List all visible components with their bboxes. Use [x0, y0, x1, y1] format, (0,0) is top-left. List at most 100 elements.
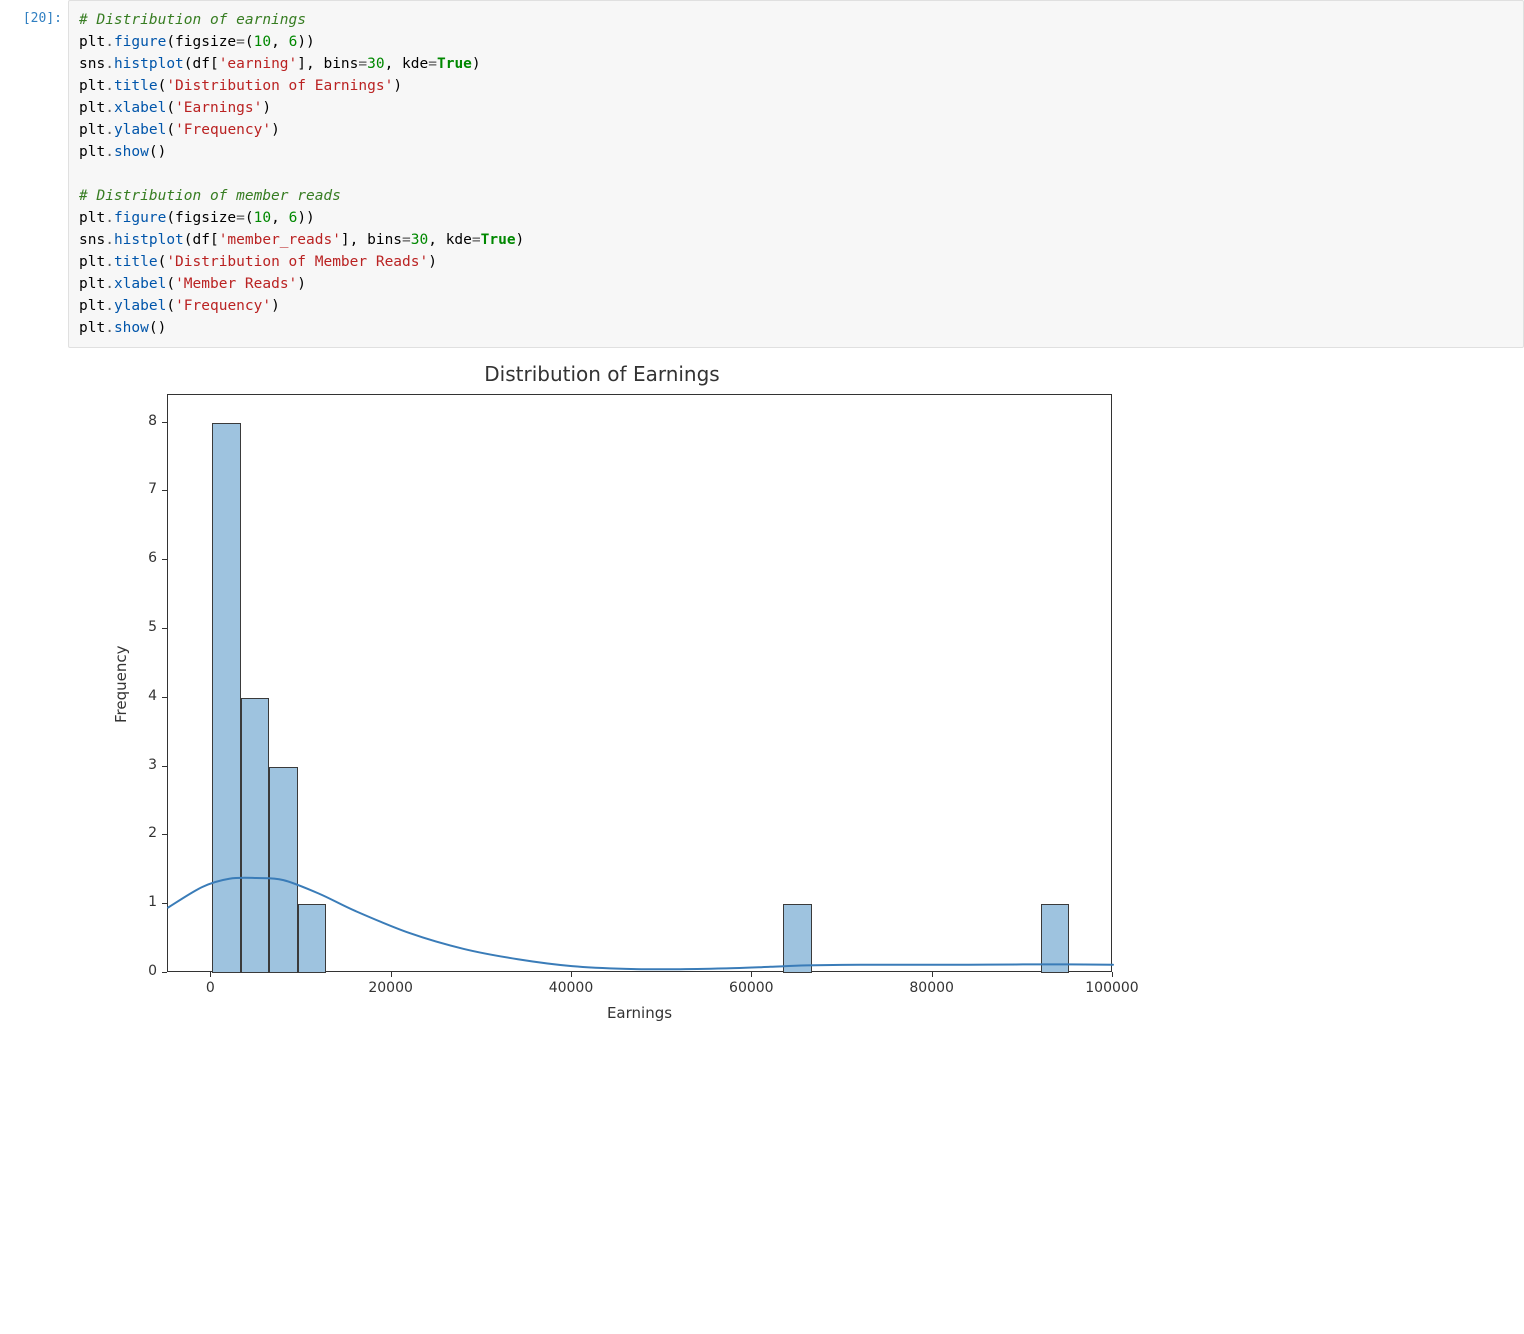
code-token: sns — [79, 232, 105, 248]
code-token: True — [481, 232, 516, 248]
y-tick-label: 2 — [148, 825, 157, 841]
y-tick-label: 0 — [148, 963, 157, 979]
code-block[interactable]: # Distribution of earnings plt.figure(fi… — [79, 9, 1513, 339]
y-tick-label: 3 — [148, 757, 157, 773]
code-token: # Distribution of member reads — [79, 188, 341, 204]
code-token: ( — [166, 100, 175, 116]
x-tick-mark — [1112, 972, 1113, 977]
code-token: . — [105, 122, 114, 138]
code-token: , — [271, 210, 288, 226]
histogram-bar — [298, 904, 327, 973]
code-token: figure — [114, 210, 166, 226]
code-token: ) — [262, 100, 271, 116]
code-token: plt — [79, 144, 105, 160]
code-token: title — [114, 254, 158, 270]
kde-line — [168, 395, 1113, 973]
y-tick-mark — [162, 834, 167, 835]
x-tick-label: 80000 — [902, 980, 962, 996]
plot-frame — [167, 394, 1112, 972]
code-token: () — [149, 320, 166, 336]
code-token: () — [149, 144, 166, 160]
y-tick-label: 6 — [148, 550, 157, 566]
x-tick-mark — [210, 972, 211, 977]
code-token: plt — [79, 254, 105, 270]
code-token: ( — [166, 122, 175, 138]
code-token: title — [114, 78, 158, 94]
y-tick-label: 7 — [148, 481, 157, 497]
y-tick-mark — [162, 559, 167, 560]
code-input-area[interactable]: # Distribution of earnings plt.figure(fi… — [68, 0, 1524, 348]
code-token: = — [236, 34, 245, 50]
y-tick-mark — [162, 697, 167, 698]
code-token: = — [236, 210, 245, 226]
code-token: . — [105, 78, 114, 94]
code-token: 6 — [289, 34, 298, 50]
code-token: . — [105, 210, 114, 226]
y-tick-label: 8 — [148, 413, 157, 429]
x-tick-mark — [571, 972, 572, 977]
y-tick-mark — [162, 490, 167, 491]
code-token: . — [105, 276, 114, 292]
prompt-label: [20]: — [23, 11, 62, 26]
code-token: show — [114, 320, 149, 336]
x-tick-mark — [751, 972, 752, 977]
code-token: plt — [79, 276, 105, 292]
code-token: True — [437, 56, 472, 72]
y-tick-mark — [162, 972, 167, 973]
code-token: )) — [297, 34, 314, 50]
y-tick-label: 5 — [148, 619, 157, 635]
histogram-bar — [212, 423, 241, 973]
histogram-bar — [783, 904, 812, 973]
code-token: xlabel — [114, 276, 166, 292]
code-token: sns — [79, 56, 105, 72]
code-token: plt — [79, 78, 105, 94]
input-prompt: [20]: — [0, 0, 68, 348]
x-tick-mark — [932, 972, 933, 977]
code-token: (df[ — [184, 56, 219, 72]
chart-title: Distribution of Earnings — [72, 362, 1132, 386]
x-tick-label: 40000 — [541, 980, 601, 996]
x-tick-label: 20000 — [361, 980, 421, 996]
y-tick-mark — [162, 903, 167, 904]
y-tick-mark — [162, 422, 167, 423]
y-tick-label: 1 — [148, 894, 157, 910]
histogram-bar — [241, 698, 270, 973]
code-token: (figsize — [166, 34, 236, 50]
code-token: (df[ — [184, 232, 219, 248]
x-tick-mark — [391, 972, 392, 977]
code-token: = — [428, 56, 437, 72]
output-area: Distribution of Earnings Frequency Earni… — [62, 348, 1524, 1042]
code-token: ) — [472, 56, 481, 72]
code-token: ) — [271, 122, 280, 138]
code-token: ( — [166, 276, 175, 292]
code-token: plt — [79, 298, 105, 314]
code-token: (figsize — [166, 210, 236, 226]
code-token: 'Distribution of Member Reads' — [166, 254, 428, 270]
code-token: ( — [245, 34, 254, 50]
histogram-bar — [1041, 904, 1070, 973]
x-axis-label: Earnings — [167, 1004, 1112, 1022]
code-token: ( — [245, 210, 254, 226]
code-token: ) — [271, 298, 280, 314]
code-token: )) — [297, 210, 314, 226]
code-token: = — [472, 232, 481, 248]
notebook-root: [20]: # Distribution of earnings plt.fig… — [0, 0, 1524, 1042]
code-token: plt — [79, 100, 105, 116]
y-tick-label: 4 — [148, 688, 157, 704]
code-token: ylabel — [114, 298, 166, 314]
code-token: 'Member Reads' — [175, 276, 297, 292]
code-token: ], bins — [341, 232, 402, 248]
code-token: , kde — [385, 56, 429, 72]
code-token: 'member_reads' — [219, 232, 341, 248]
code-token: , — [271, 34, 288, 50]
code-token: 'Earnings' — [175, 100, 262, 116]
code-token: plt — [79, 210, 105, 226]
code-token: . — [105, 232, 114, 248]
code-token: = — [358, 56, 367, 72]
code-token: show — [114, 144, 149, 160]
x-tick-label: 60000 — [721, 980, 781, 996]
y-tick-mark — [162, 766, 167, 767]
code-token: , kde — [428, 232, 472, 248]
code-token: plt — [79, 122, 105, 138]
histogram-bar — [269, 767, 298, 973]
